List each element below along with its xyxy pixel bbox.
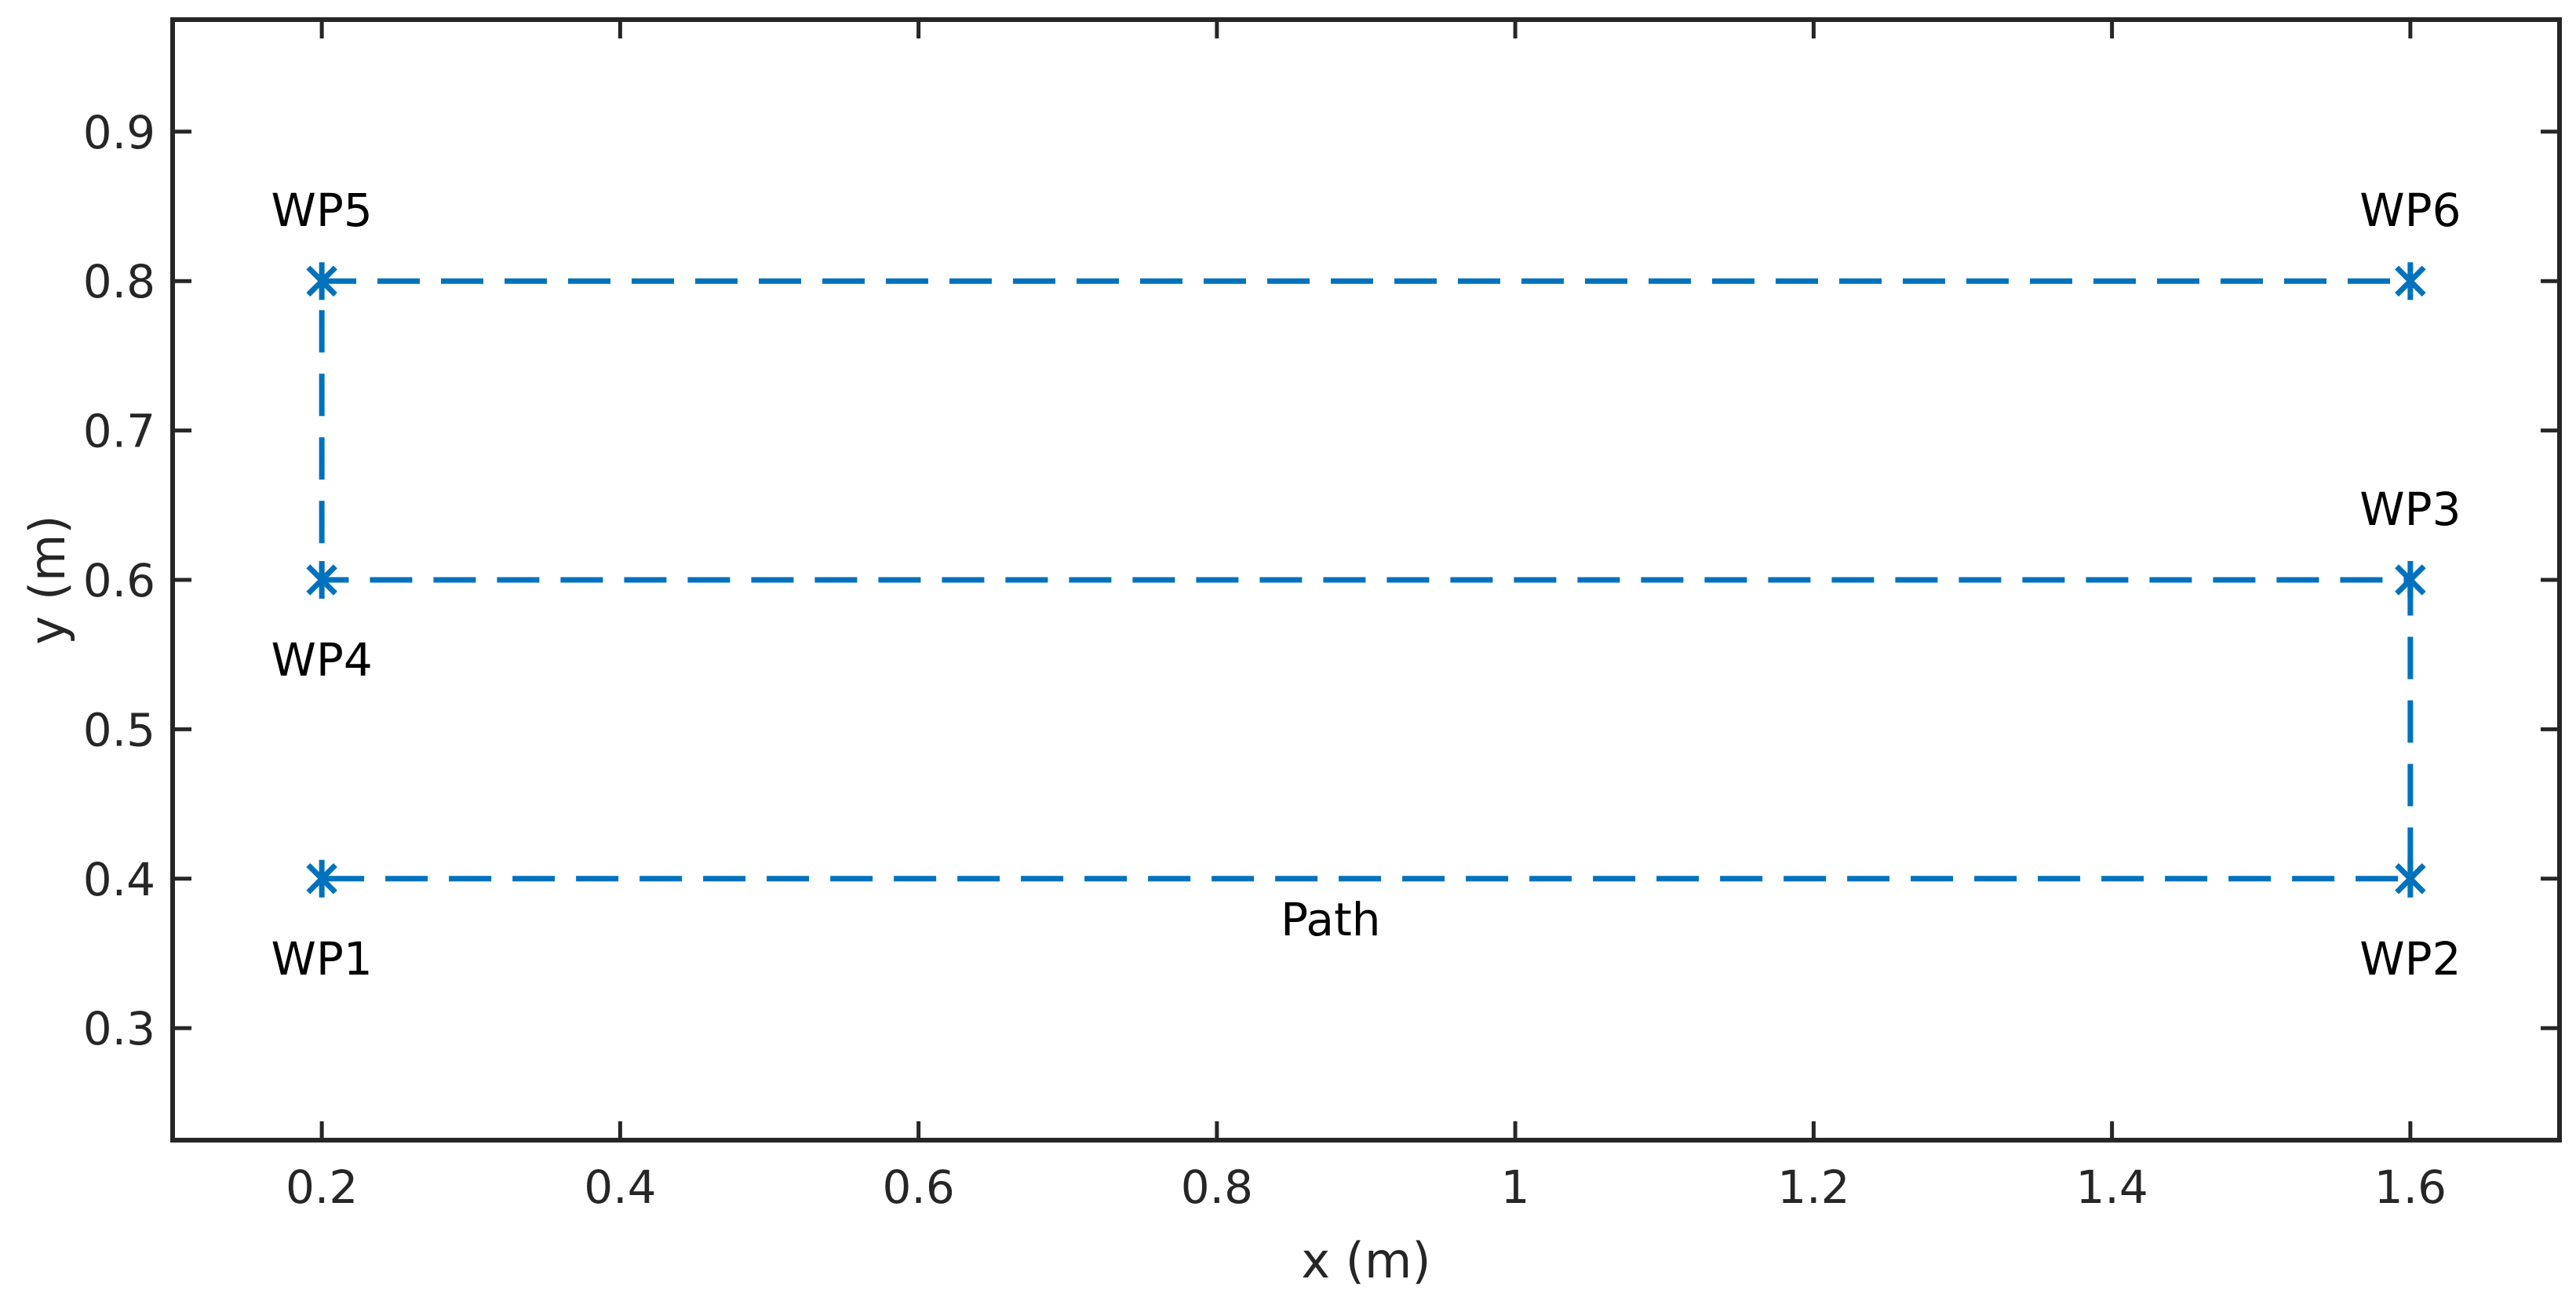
- y-tick-label: 0.6: [83, 554, 155, 607]
- plot-area-frame: [170, 17, 2562, 1143]
- waypoint-label: WP3: [2359, 483, 2461, 536]
- y-tick-label: 0.8: [83, 255, 155, 308]
- waypoint-marker: [306, 859, 337, 898]
- x-tick-label: 1.6: [2374, 1161, 2447, 1214]
- waypoint-marker: [2395, 262, 2426, 301]
- x-tick-label: 0.4: [584, 1161, 656, 1214]
- path-line: [319, 278, 2414, 882]
- y-tick-label: 0.7: [83, 405, 155, 458]
- waypoint-marker: [2395, 561, 2426, 599]
- waypoint-labels: WP1 WP2 WP3 WP4 WP5 WP6: [271, 184, 2461, 986]
- waypoint-label: WP4: [271, 633, 373, 687]
- axis-ticks: 0.2 0.4 0.6 0.8 1 1.2 1.4 1.6 0.3 0.4 0.5 0.6 0.7 0.8…: [83, 20, 2560, 1214]
- waypoint-markers: [306, 262, 2426, 898]
- waypoint-marker: [306, 561, 337, 599]
- y-tick-label: 0.3: [83, 1002, 155, 1055]
- waypoint-label: WP6: [2359, 184, 2461, 237]
- path-annotation: Path: [1281, 893, 1380, 946]
- y-tick-label: 0.5: [83, 703, 155, 756]
- x-tick-label: 0.6: [883, 1161, 955, 1214]
- y-axis-title: y (m): [19, 515, 76, 644]
- path-series: [319, 278, 2414, 882]
- x-tick-label: 0.8: [1181, 1161, 1253, 1214]
- y-tick-label: 0.9: [83, 106, 155, 159]
- waypoint-marker: [306, 262, 337, 301]
- x-tick-label: 0.2: [286, 1161, 358, 1214]
- x-axis-title: x (m): [1301, 1232, 1430, 1289]
- waypoint-label: WP1: [271, 932, 373, 986]
- x-tick-label: 1: [1501, 1161, 1530, 1214]
- waypoint-marker: [2395, 859, 2426, 898]
- waypoint-label: WP2: [2359, 932, 2461, 986]
- x-tick-label: 1.4: [2076, 1161, 2148, 1214]
- x-tick-label: 1.2: [1777, 1161, 1849, 1214]
- y-tick-label: 0.4: [83, 853, 155, 906]
- waypoint-label: WP5: [271, 184, 373, 237]
